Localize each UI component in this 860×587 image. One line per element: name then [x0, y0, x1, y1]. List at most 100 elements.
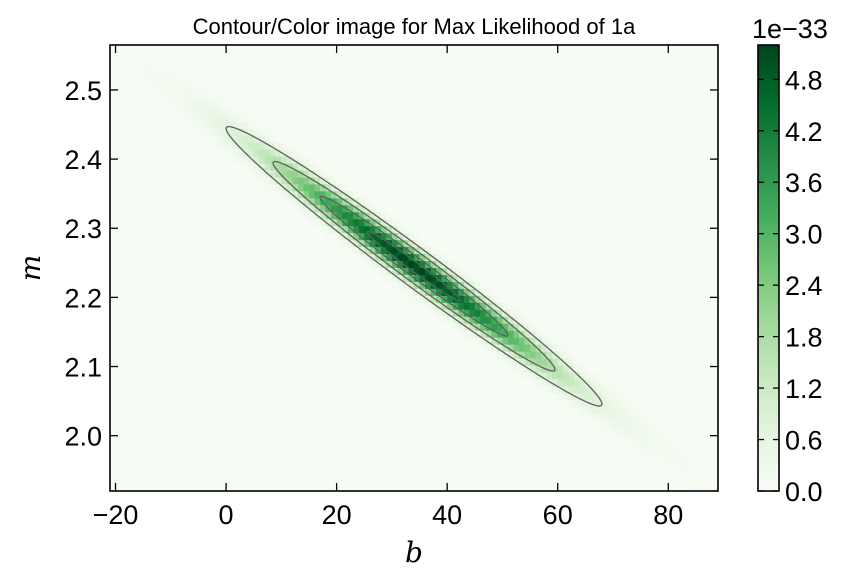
heatmap-cell — [414, 226, 421, 234]
heatmap-cell — [541, 365, 548, 374]
x-axis-label: b — [405, 536, 423, 569]
heatmap-cell — [364, 219, 371, 227]
heatmap-cell — [336, 198, 343, 206]
heatmap-cell — [496, 309, 504, 318]
heatmap-cell — [624, 428, 631, 436]
x-tick-label: 40 — [432, 500, 462, 530]
heatmap-cell — [275, 135, 282, 144]
heatmap-cell — [436, 268, 443, 276]
heatmap-cell — [519, 351, 526, 360]
heatmap-cell — [275, 184, 282, 192]
heatmap-cell — [601, 414, 609, 422]
heatmap-cell — [480, 309, 487, 318]
likelihood-contours — [225, 125, 603, 407]
heatmap-cell — [203, 114, 211, 123]
heatmap-cell — [203, 86, 211, 95]
heatmap-cell — [248, 156, 255, 165]
heatmap-cell — [181, 114, 188, 123]
heatmap-cell — [192, 79, 200, 88]
heatmap-cell — [358, 219, 365, 227]
heatmap-cell — [132, 45, 139, 53]
heatmap-cell — [635, 414, 642, 422]
heatmap-cell — [485, 351, 492, 360]
heatmap-cell — [242, 156, 249, 165]
heatmap-cell — [170, 72, 177, 81]
colorbar-ticks: 0.0 0.6 1.2 1.8 2.4 3.0 3.6 4.2 4.8 — [758, 65, 823, 507]
heatmap-cell — [646, 435, 653, 443]
heatmap-cell — [469, 316, 476, 325]
heatmap-cell — [502, 330, 509, 339]
heatmap-cell — [679, 463, 686, 471]
heatmap-cell — [231, 128, 238, 137]
heatmap-cell — [181, 72, 188, 81]
heatmap-cell — [646, 442, 653, 450]
heatmap-cell — [314, 177, 321, 185]
heatmap-cell — [237, 107, 244, 116]
heatmap-cell — [601, 421, 609, 429]
heatmap-cell — [441, 261, 448, 269]
heatmap-cell — [209, 114, 216, 123]
heatmap-cell — [419, 295, 426, 304]
heatmap-cell — [386, 274, 393, 283]
heatmap-cell — [215, 107, 222, 116]
heatmap-cell — [590, 414, 597, 422]
heatmap-cell — [458, 316, 465, 325]
heatmap-cell — [612, 407, 620, 415]
heatmap-cell — [657, 435, 664, 443]
heatmap-cell — [624, 407, 631, 415]
heatmap-cell — [397, 254, 404, 262]
heatmap-cell — [546, 344, 553, 353]
heatmap-cell — [480, 281, 487, 290]
heatmap-cell — [563, 365, 570, 374]
heatmap-cell — [297, 212, 305, 220]
heatmap-cell — [419, 233, 426, 241]
heatmap-cell — [668, 449, 675, 457]
heatmap-cell — [419, 240, 426, 248]
heatmap-cell — [226, 156, 233, 165]
heatmap-cell — [143, 65, 150, 74]
heatmap-cell — [248, 149, 255, 158]
heatmap-cell — [248, 163, 255, 172]
heatmap-cell — [480, 288, 487, 297]
heatmap-cell — [557, 393, 564, 402]
heatmap-cell — [596, 428, 603, 436]
colorbar-tick-label: 0.6 — [785, 426, 823, 456]
heatmap-cell — [502, 295, 509, 304]
heatmap-cell — [463, 337, 470, 346]
colorbar-tick-label: 1.8 — [785, 323, 823, 353]
heatmap-cell — [231, 156, 238, 165]
heatmap-cell — [436, 309, 443, 318]
heatmap-cell — [369, 261, 376, 269]
heatmap-cell — [546, 365, 553, 374]
heatmap-cell — [480, 344, 487, 353]
heatmap-cell — [452, 268, 459, 276]
heatmap-cell — [469, 323, 476, 332]
heatmap-cell — [380, 205, 387, 213]
heatmap-cell — [308, 212, 316, 220]
colorbar: 0.0 0.6 1.2 1.8 2.4 3.0 3.6 4.2 4.8 1e−33 — [752, 14, 828, 507]
heatmap-cell — [198, 128, 205, 137]
heatmap-cell — [397, 261, 404, 269]
heatmap-cell — [308, 177, 316, 185]
heatmap-cell — [369, 247, 376, 255]
heatmap-cell — [425, 247, 432, 255]
heatmap-cell — [657, 421, 664, 429]
heatmap-cell — [596, 407, 603, 415]
heatmap-cell — [474, 344, 481, 353]
heatmap-cell — [535, 372, 542, 381]
heatmap-cell — [187, 79, 194, 88]
heatmap-cell — [408, 274, 415, 283]
heatmap-cell — [590, 379, 597, 388]
heatmap-cell — [485, 330, 492, 339]
heatmap-cell — [264, 156, 271, 165]
heatmap-cell — [530, 372, 537, 381]
heatmap-cell — [320, 170, 327, 179]
heatmap-cell — [507, 351, 515, 360]
heatmap-cell — [181, 100, 188, 109]
heatmap-cell — [397, 288, 404, 297]
heatmap-cell — [535, 351, 542, 360]
heatmap-cell — [281, 198, 288, 206]
heatmap-cell — [607, 379, 614, 388]
x-tick-label: −20 — [93, 500, 139, 530]
heatmap-cell — [303, 191, 310, 199]
